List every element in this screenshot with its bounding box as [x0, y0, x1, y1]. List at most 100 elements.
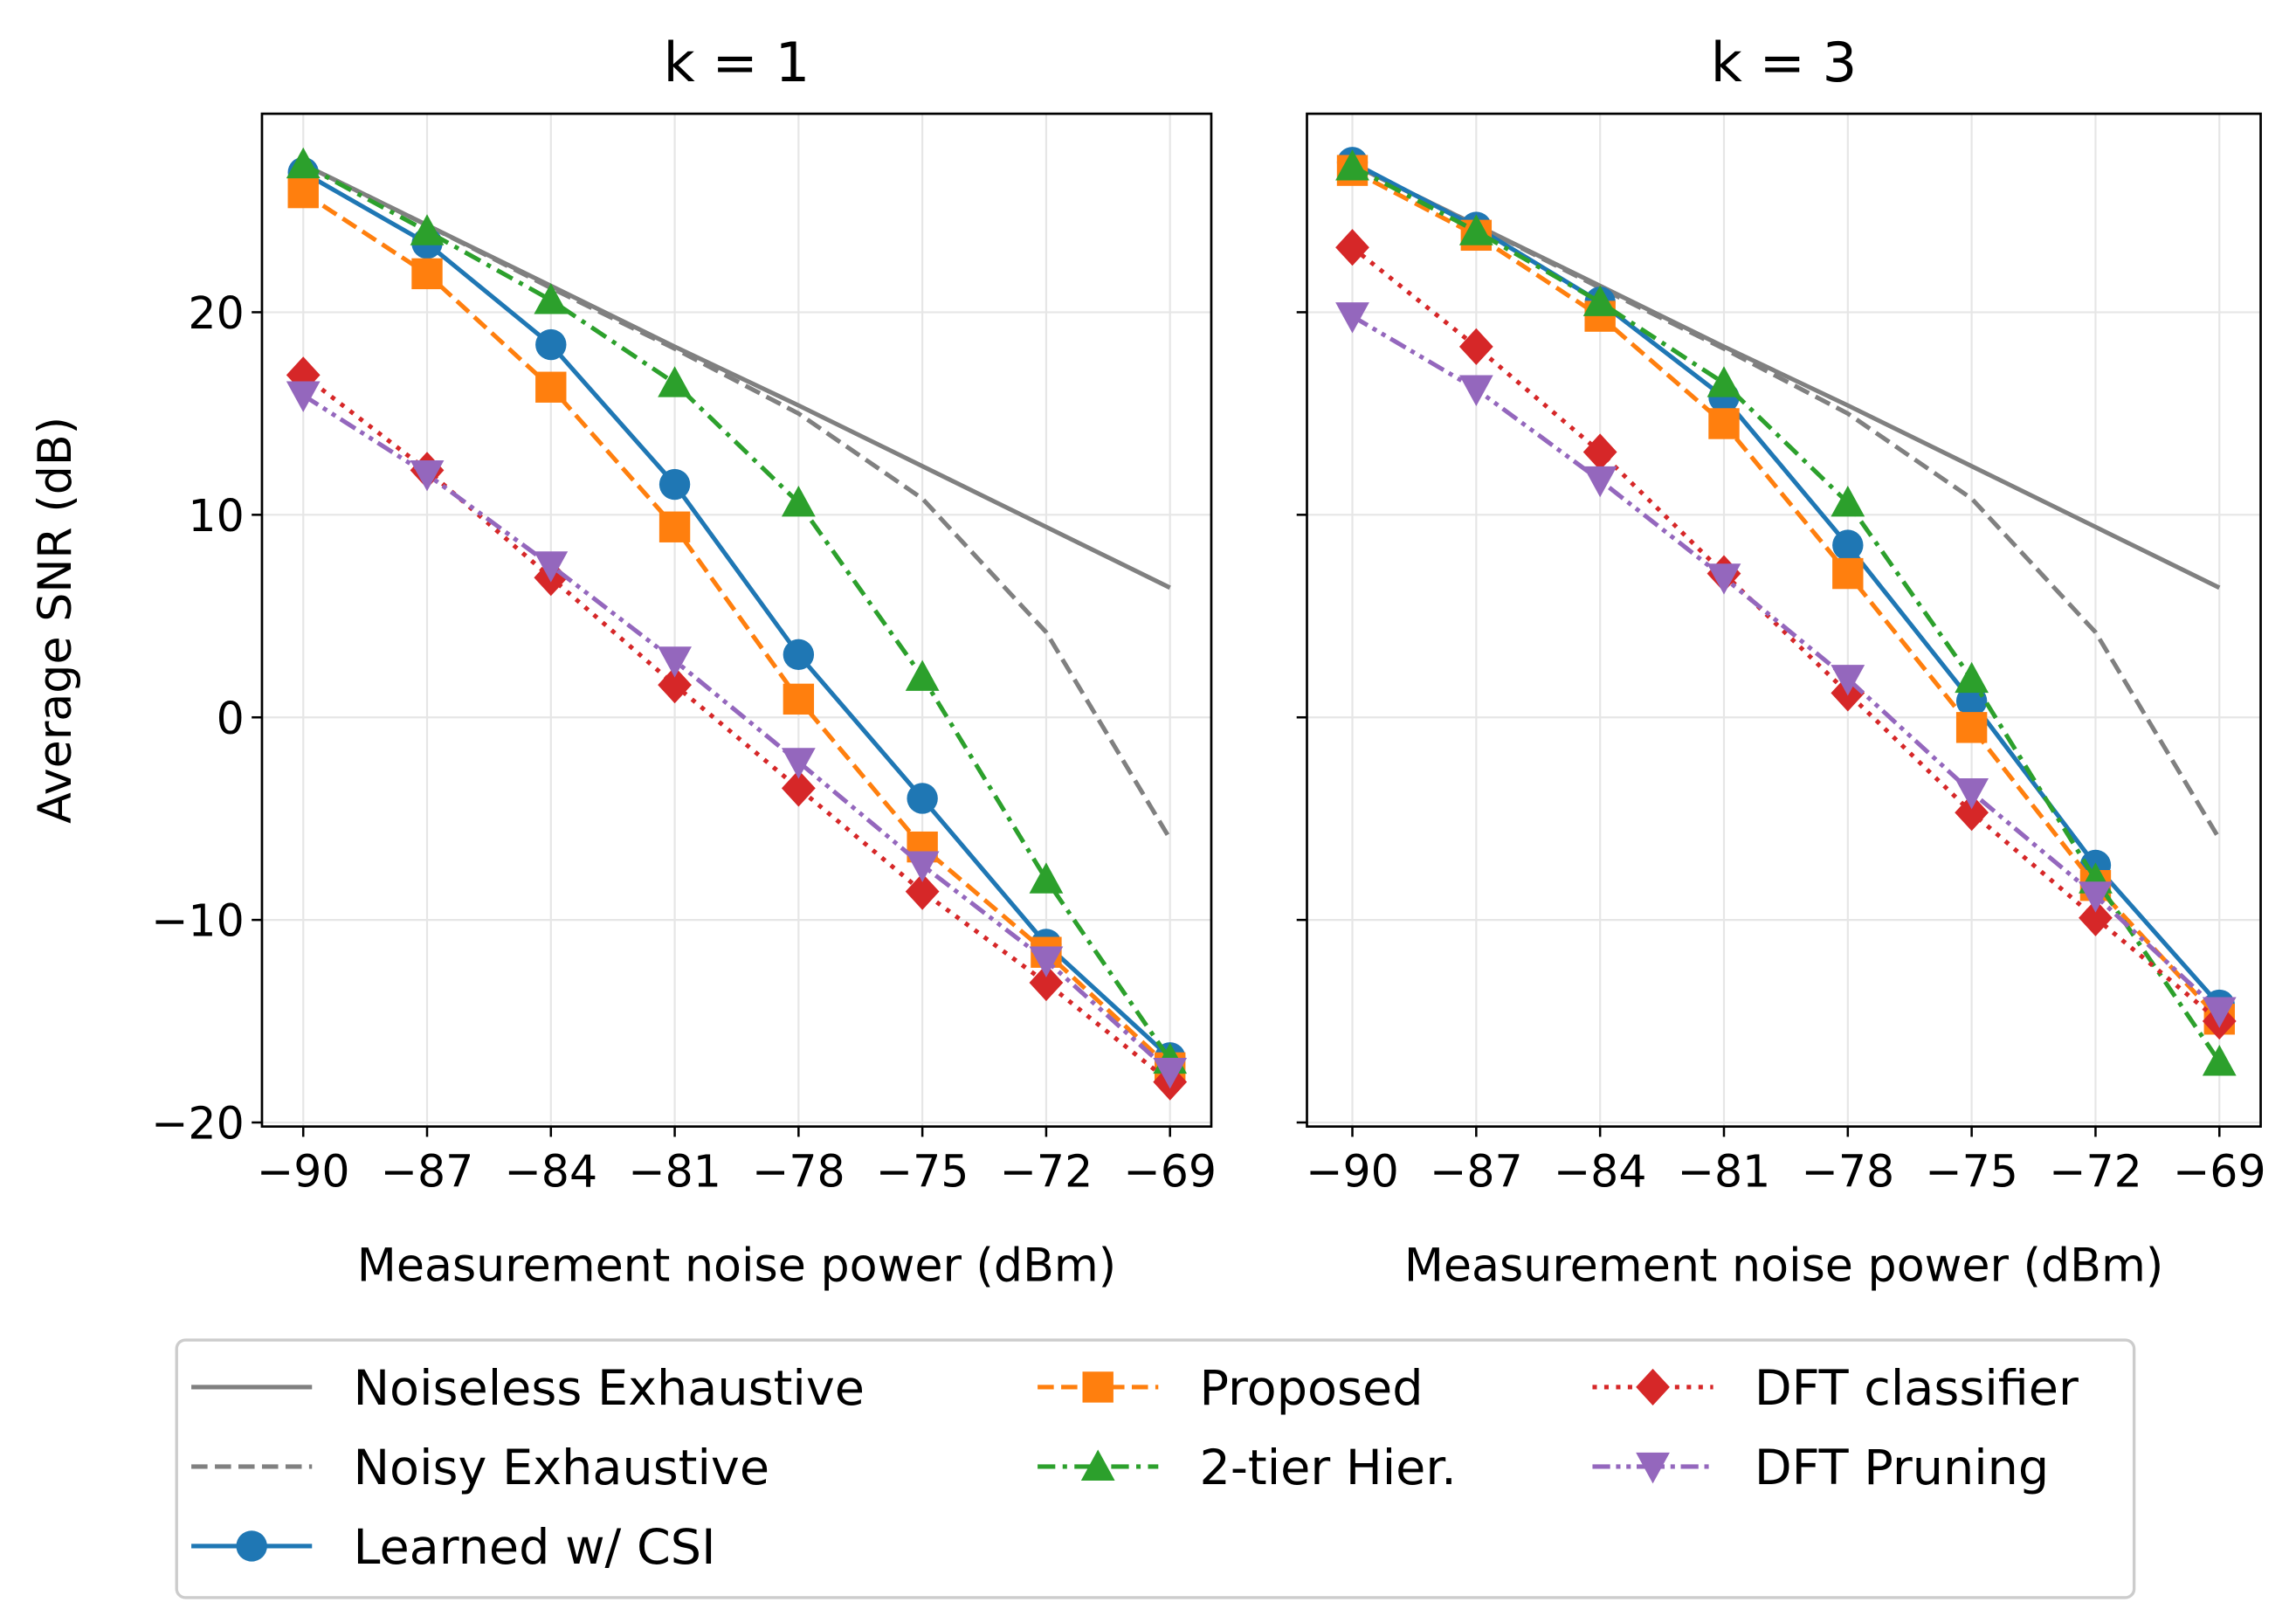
x-tick-label: −81: [1678, 1146, 1771, 1198]
x-tick-label: −69: [1123, 1146, 1217, 1198]
legend-marker: [1080, 1449, 1115, 1481]
panel-title: k = 3: [1711, 31, 1858, 94]
series-learned-w-csi: [287, 156, 1186, 1074]
x-tick-label: −72: [2049, 1146, 2142, 1198]
data-point: [781, 486, 816, 517]
x-tick-label: −81: [628, 1146, 721, 1198]
x-tick-label: −87: [381, 1146, 474, 1198]
x-axis-label: Measurement noise power (dBm): [1404, 1240, 2163, 1293]
legend-label: Noiseless Exhaustive: [353, 1360, 865, 1417]
y-tick-label: 0: [217, 693, 245, 744]
series-line: [1351, 164, 2222, 1063]
x-tick-label: −90: [1306, 1146, 1399, 1198]
legend-entry: Noiseless Exhaustive: [191, 1360, 865, 1417]
legend-marker: [1082, 1371, 1114, 1403]
data-point: [658, 511, 691, 542]
legend-marker: [1636, 1452, 1670, 1484]
data-point: [1955, 778, 1989, 810]
legend-label: DFT classifier: [1755, 1360, 2079, 1417]
data-point: [534, 283, 569, 314]
data-point: [1955, 712, 1988, 743]
data-point: [783, 639, 815, 671]
data-point: [2079, 881, 2113, 913]
data-point: [1708, 408, 1740, 439]
data-point: [410, 459, 445, 492]
data-point: [2202, 997, 2237, 1028]
x-tick-label: −78: [752, 1146, 845, 1198]
data-point: [1582, 433, 1617, 471]
series-line: [301, 393, 1172, 1074]
series-dft-classifier: [1335, 229, 2237, 1040]
data-point: [783, 683, 815, 715]
legend-entry: Proposed: [1038, 1360, 1424, 1417]
data-point: [1706, 563, 1741, 595]
series-noiseless-exhaustive: [302, 162, 1171, 590]
data-point: [1153, 1058, 1188, 1089]
data-point: [1458, 375, 1493, 406]
x-tick-label: −69: [2173, 1146, 2266, 1198]
data-point: [286, 381, 321, 412]
data-point: [781, 770, 816, 807]
series-line: [302, 162, 1172, 1061]
data-point: [287, 176, 319, 209]
data-point: [1458, 328, 1493, 365]
series-line: [301, 373, 1172, 1084]
data-point: [535, 371, 567, 403]
series-line: [302, 162, 1172, 840]
data-point: [535, 328, 567, 361]
series-dft-pruning: [286, 381, 1188, 1089]
legend-entry: 2-tier Hier.: [1038, 1440, 1457, 1496]
series-line: [1351, 168, 2222, 1021]
data-point: [1832, 557, 1864, 590]
series-noisy-exhaustive: [302, 162, 1172, 840]
legend: Noiseless Exhaustive Noisy Exhaustive Lear…: [175, 1338, 2136, 1599]
data-point: [411, 258, 443, 290]
data-point: [1335, 302, 1369, 334]
x-tick-label: −75: [1925, 1146, 2018, 1198]
legend-entry: DFT Pruning: [1592, 1440, 2049, 1496]
series-line: [301, 190, 1172, 1070]
x-tick-label: −90: [257, 1146, 350, 1198]
data-point: [2202, 1045, 2237, 1076]
data-point: [1831, 665, 1865, 696]
series-line: [1351, 314, 2222, 1013]
panel-title: k = 1: [664, 31, 810, 94]
y-axis-label: Average SNR (dB): [30, 417, 82, 824]
legend-entry: Noisy Exhaustive: [191, 1440, 769, 1496]
y-tick-label: 20: [188, 287, 244, 339]
panel-1: −90 −87 −84 −81 −78 −75 −72 −69 −20 −10 0 10 20 Measu…: [151, 31, 1217, 1292]
data-point: [1029, 963, 1064, 1002]
series-line: [1350, 245, 2221, 1024]
data-point: [1831, 486, 1865, 517]
data-point: [534, 551, 569, 583]
legend-label: Learned w/ CSI: [353, 1519, 715, 1576]
x-tick-label: −75: [876, 1146, 969, 1198]
data-point: [781, 748, 816, 779]
legend-entry: Learned w/ CSI: [191, 1519, 716, 1576]
data-point: [1955, 661, 1989, 694]
y-tick-label: −10: [151, 895, 245, 947]
series-line: [1351, 162, 2221, 590]
series-line: [1351, 160, 2222, 1007]
data-point: [658, 646, 692, 678]
x-tick-label: −72: [1000, 1146, 1093, 1198]
axes-frame: [260, 112, 1213, 1128]
data-point: [905, 660, 940, 691]
data-point: [1832, 529, 1864, 561]
data-point: [1029, 862, 1064, 894]
axes-frame: [1306, 112, 2262, 1128]
y-tick-label: −20: [151, 1098, 245, 1150]
x-tick-label: −84: [504, 1146, 597, 1198]
series-line: [1351, 162, 2222, 840]
data-point: [907, 783, 938, 814]
data-point: [410, 214, 445, 245]
data-point: [1582, 285, 1617, 316]
data-point: [1029, 946, 1064, 977]
legend-marker: [236, 1530, 267, 1562]
legend-box: [175, 1338, 2136, 1599]
x-tick-label: −84: [1554, 1146, 1647, 1198]
data-point: [1335, 149, 1369, 181]
data-point: [1458, 214, 1493, 245]
